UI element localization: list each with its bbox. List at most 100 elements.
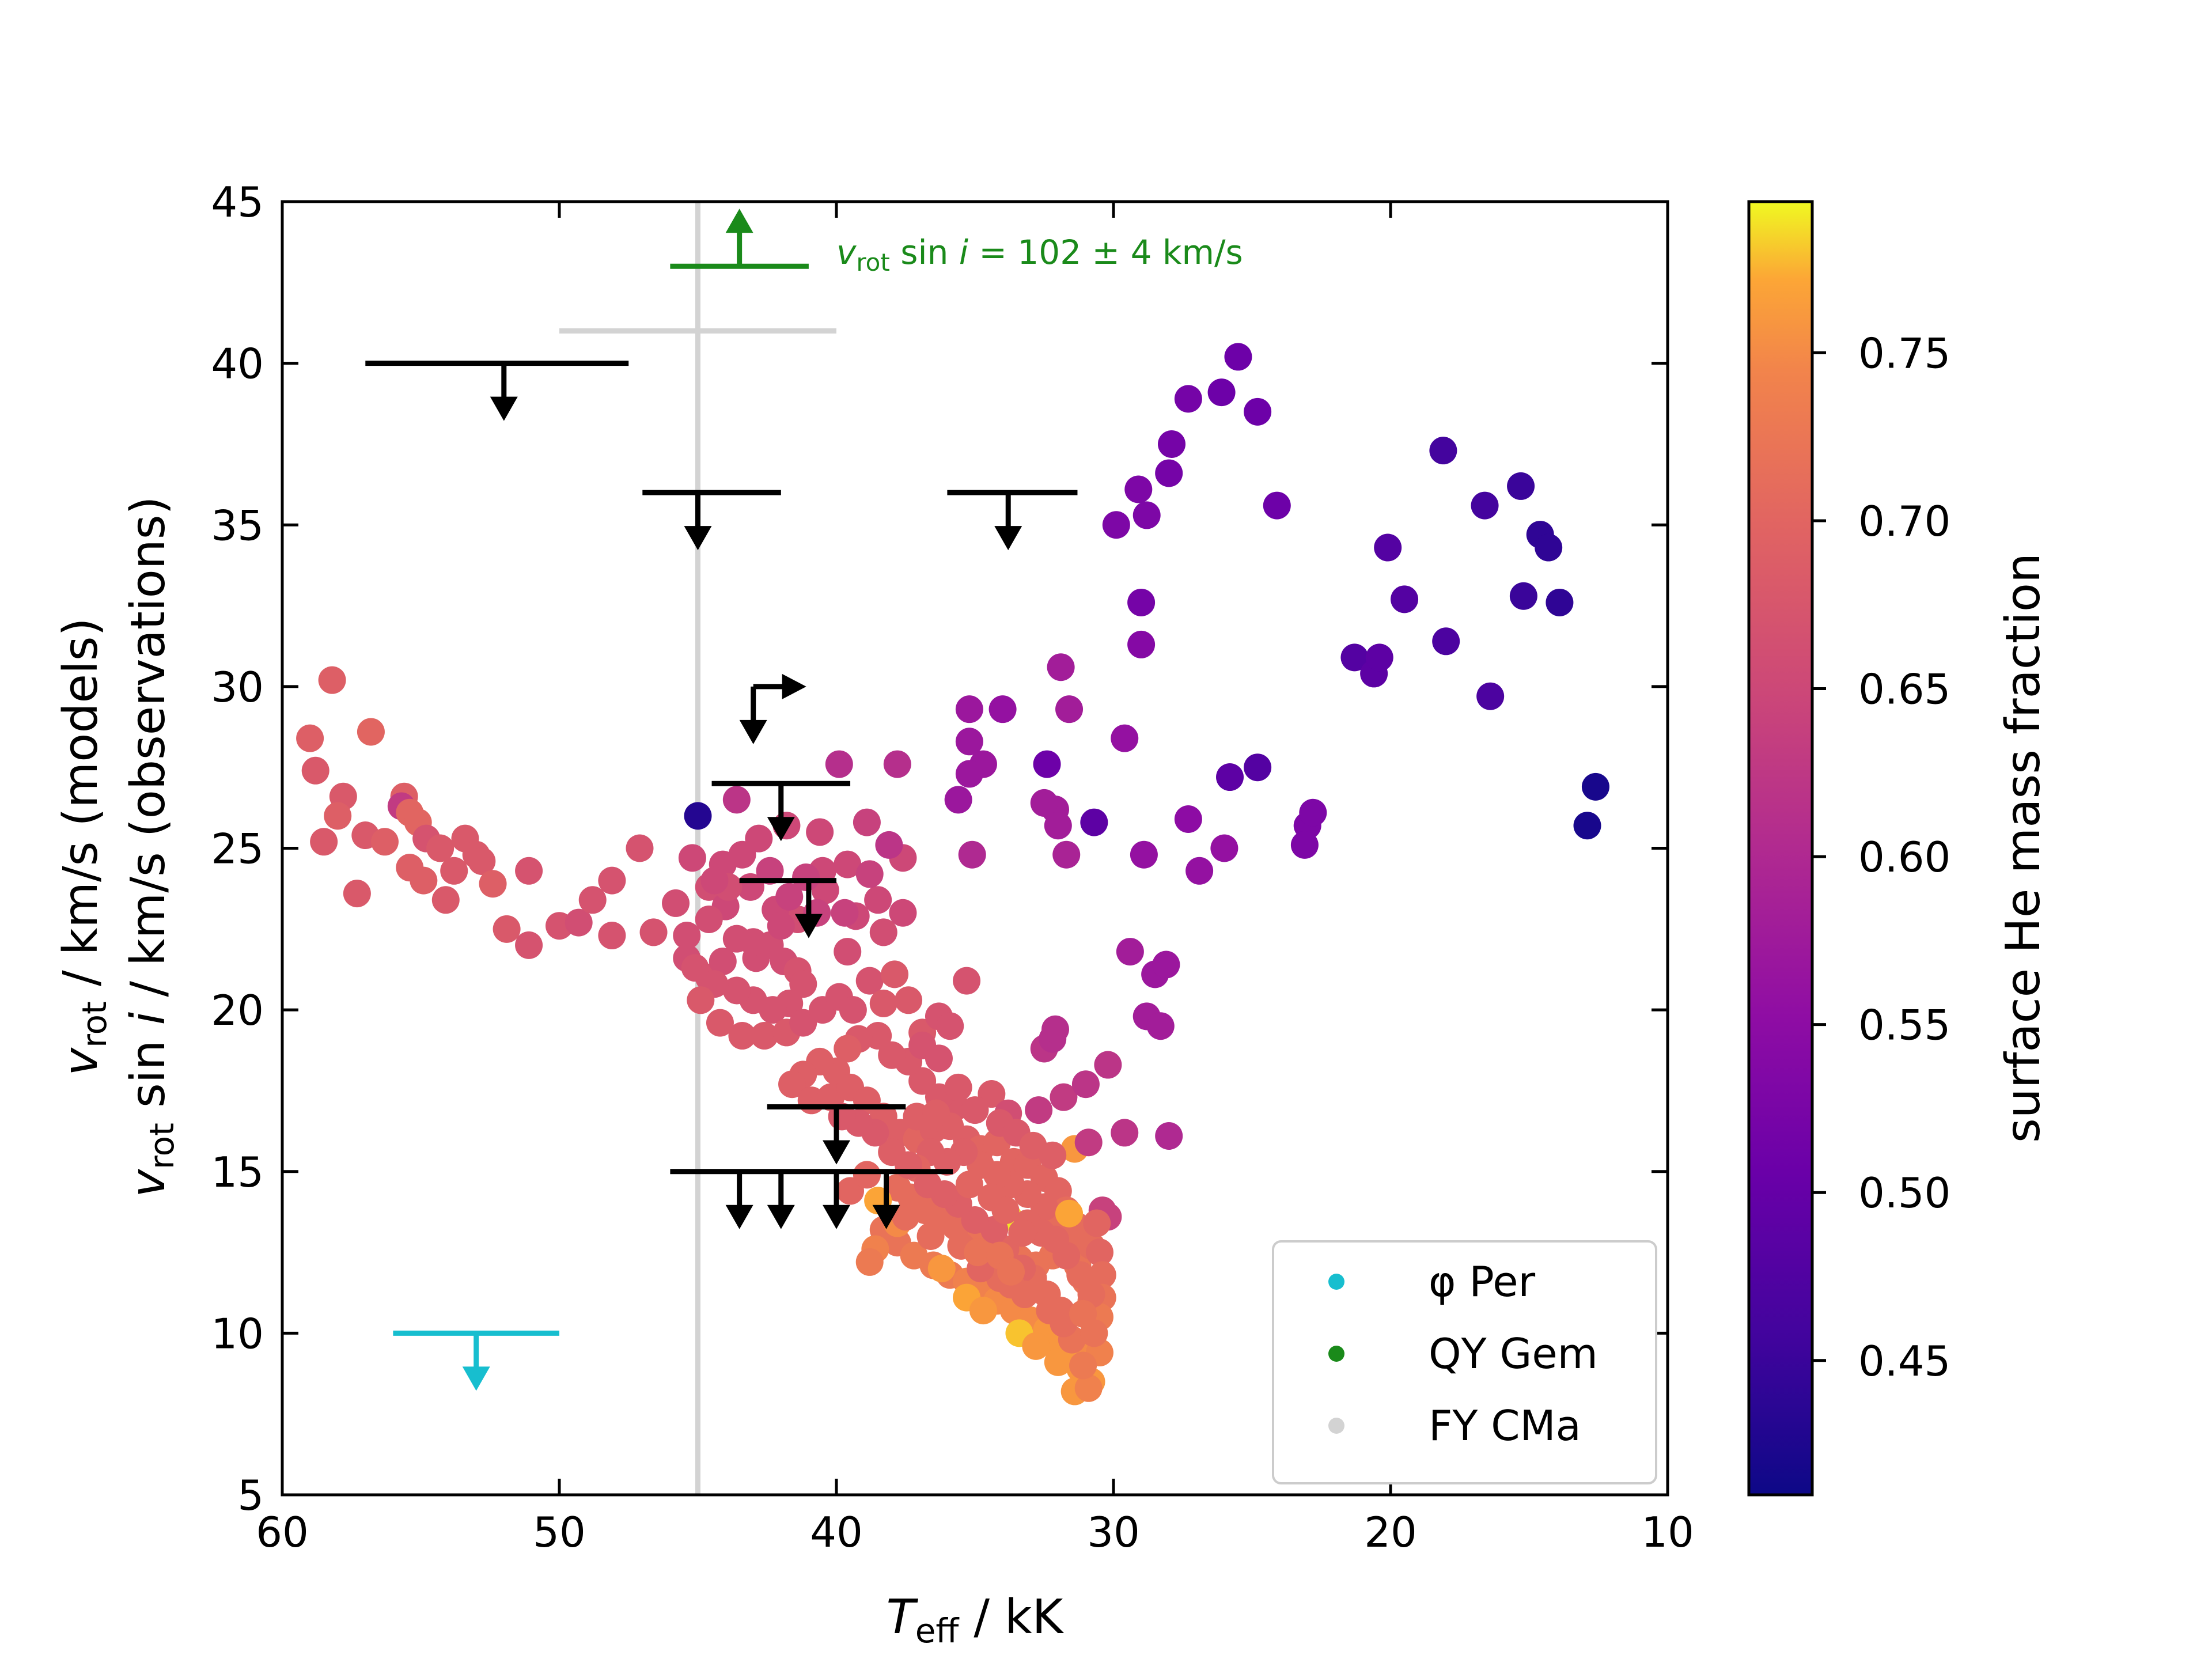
model-point [1047,653,1075,681]
model-point [1111,1119,1139,1147]
model-point [318,666,346,694]
model-point [875,831,903,859]
model-point [1471,491,1499,520]
legend-marker-qy-gem [1328,1346,1344,1362]
model-point [1581,772,1609,801]
model-point [515,931,543,959]
model-point [953,967,981,995]
y-tick-label: 20 [211,986,264,1035]
model-point [1069,1300,1097,1328]
upper-limit-arrow-head [767,1205,795,1229]
model-point [991,1196,1020,1225]
upper-limit-arrow-head [823,1205,850,1229]
model-point [789,970,817,998]
colorbar-tick-label: 0.50 [1858,1169,1950,1217]
model-point [1074,1128,1103,1157]
x-tick-label: 50 [533,1508,586,1556]
x-tick-label: 10 [1641,1508,1694,1556]
upper-limit-markers [365,209,1078,1391]
colorbar-tick-label: 0.60 [1858,833,1950,881]
model-point [997,1257,1025,1286]
model-point [1573,812,1601,840]
model-point [834,938,862,966]
model-point [1174,385,1202,413]
model-point [881,960,909,988]
model-point [709,947,737,975]
model-point [864,886,892,914]
x-axis-label: Teff / kK [887,1590,1065,1650]
axes: 60 50 40 30 20 10 5 10 15 20 25 30 35 40 45 [211,178,1694,1556]
model-point [1216,763,1244,791]
model-point [1071,1070,1100,1099]
model-point [944,1073,972,1101]
model-point [695,905,723,933]
model-point [357,718,385,746]
model-points [296,343,1609,1406]
model-point [1507,472,1535,500]
model-point [1299,798,1327,827]
legend-frame [1272,1240,1657,1484]
model-point [955,728,983,756]
model-point [878,1041,906,1069]
model-point [728,1022,756,1050]
model-point [750,1022,778,1050]
upper-limit-arrow-head [823,1140,850,1165]
model-point [1044,812,1072,840]
model-point [1391,585,1419,613]
model-point [1083,1209,1111,1237]
qy-gem-arrow-head [725,209,753,233]
model-point [969,1297,997,1325]
model-point [1085,1238,1113,1267]
y-tick-label: 25 [211,825,264,873]
model-point [916,1222,945,1250]
model-point [1290,831,1319,859]
model-point [1130,840,1158,869]
model-point [767,912,795,940]
model-point [1174,805,1202,833]
model-point [673,922,701,950]
model-point [370,828,399,856]
model-point [1185,857,1214,885]
model-point [1546,588,1574,616]
model-point [878,1138,906,1166]
model-point [684,802,712,830]
model-point [908,1067,937,1095]
model-point [1022,1332,1050,1360]
model-point [468,847,496,875]
upper-limit-arrow-head [872,1205,900,1229]
model-point [687,986,715,1014]
model-point [1039,1141,1067,1169]
x-tick-label: 40 [810,1508,863,1556]
limit-marker-down-head [739,719,767,744]
model-point [1432,627,1460,656]
model-point [310,828,338,856]
model-point [1155,459,1183,487]
model-point [296,724,324,752]
legend-marker-fy-cma [1328,1418,1344,1434]
model-point [1030,789,1058,817]
model-point [1244,753,1272,782]
model-point [1116,938,1144,966]
model-point [1152,950,1180,979]
y-tick-label: 45 [211,178,264,226]
model-point [678,844,706,872]
model-point [1052,840,1081,869]
model-point [1074,1374,1103,1402]
upper-limit-arrow-head [994,526,1022,551]
model-point [834,850,862,878]
model-point [479,870,507,898]
colorbar: 0.45 0.50 0.55 0.60 0.65 0.70 0.75 surface He … [1747,200,2051,1497]
model-point [1055,1199,1084,1228]
model-point [1340,643,1369,672]
model-point [855,860,884,888]
y-tick-label: 40 [211,340,264,388]
model-point [936,1012,964,1040]
model-point [578,886,607,914]
model-point [1041,1015,1069,1043]
model-point [410,866,438,895]
model-point [1476,682,1505,710]
model-point [301,756,329,785]
model-point [1127,630,1156,658]
model-point [775,882,804,911]
